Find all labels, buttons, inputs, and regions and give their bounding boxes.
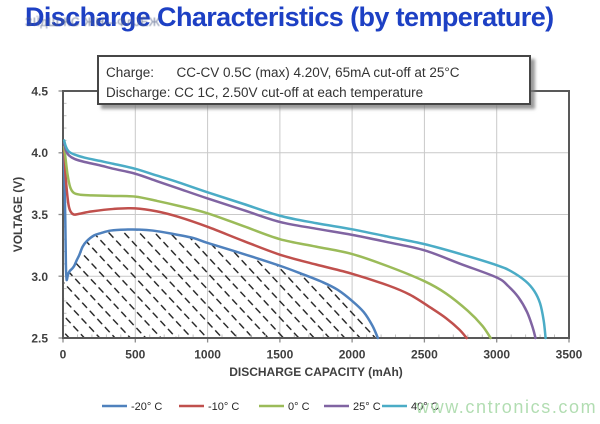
svg-text:4.5: 4.5 (31, 85, 48, 99)
svg-text:VOLTAGE (V): VOLTAGE (V) (11, 177, 25, 253)
svg-text:40° C: 40° C (411, 401, 439, 413)
svg-text:-20° C: -20° C (131, 401, 162, 413)
svg-text:-10° C: -10° C (208, 401, 239, 413)
svg-text:DISCHARGE CAPACITY (mAh): DISCHARGE CAPACITY (mAh) (229, 365, 403, 379)
svg-text:2000: 2000 (339, 348, 366, 362)
svg-text:2.5: 2.5 (31, 332, 48, 346)
svg-text:3000: 3000 (483, 348, 510, 362)
svg-text:2500: 2500 (411, 348, 438, 362)
svg-text:www.cntronics.com: www.cntronics.com (415, 397, 597, 417)
svg-text:3.5: 3.5 (31, 208, 48, 222)
svg-text:1500: 1500 (267, 348, 294, 362)
svg-text:0° C: 0° C (288, 401, 310, 413)
svg-text:0: 0 (60, 348, 67, 362)
svg-text:3500: 3500 (556, 348, 583, 362)
svg-text:4.0: 4.0 (31, 146, 48, 160)
svg-text:3.0: 3.0 (31, 270, 48, 284)
svg-text:500: 500 (125, 348, 145, 362)
svg-text:25° C: 25° C (353, 401, 381, 413)
svg-text:1000: 1000 (194, 348, 221, 362)
